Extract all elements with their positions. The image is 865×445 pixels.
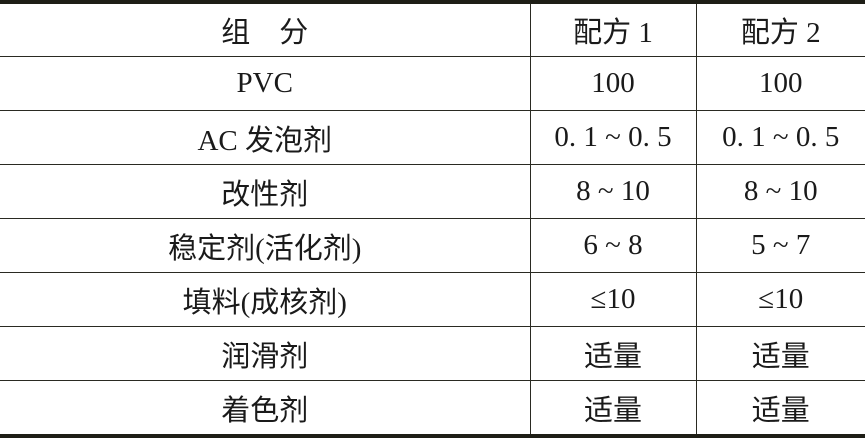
component-cell: 改性剂 [0, 164, 531, 219]
component-cell: 润滑剂 [0, 326, 531, 381]
formula-2-cell: 5 ~ 7 [695, 218, 865, 273]
formula-2-cell: 0. 1 ~ 0. 5 [695, 110, 865, 165]
header-component: 组 分 [0, 0, 531, 57]
table-row: PVC 100 100 [0, 56, 865, 111]
formula-1-cell: 8 ~ 10 [529, 164, 697, 219]
formula-2-cell: ≤10 [695, 272, 865, 327]
header-row: 组 分 配方 1 配方 2 [0, 0, 865, 57]
formula-1-cell: 100 [529, 56, 697, 111]
table-row: 改性剂 8 ~ 10 8 ~ 10 [0, 164, 865, 219]
header-formula-2: 配方 2 [695, 0, 865, 57]
formula-2-cell: 100 [695, 56, 865, 111]
formula-1-cell: 0. 1 ~ 0. 5 [529, 110, 697, 165]
formula-2-cell: 适量 [695, 326, 865, 381]
formula-2-cell: 适量 [695, 380, 865, 438]
component-cell: 着色剂 [0, 380, 531, 438]
formula-1-cell: 6 ~ 8 [529, 218, 697, 273]
formula-1-cell: 适量 [529, 380, 697, 438]
table-row: 填料(成核剂) ≤10 ≤10 [0, 272, 865, 327]
table-row: 润滑剂 适量 适量 [0, 326, 865, 381]
formula-1-cell: ≤10 [529, 272, 697, 327]
component-cell: PVC [0, 56, 531, 111]
formula-1-cell: 适量 [529, 326, 697, 381]
table-row: AC 发泡剂 0. 1 ~ 0. 5 0. 1 ~ 0. 5 [0, 110, 865, 165]
header-formula-1: 配方 1 [529, 0, 697, 57]
component-cell: AC 发泡剂 [0, 110, 531, 165]
component-cell: 稳定剂(活化剂) [0, 218, 531, 273]
component-cell: 填料(成核剂) [0, 272, 531, 327]
table-row: 着色剂 适量 适量 [0, 380, 865, 438]
formula-2-cell: 8 ~ 10 [695, 164, 865, 219]
